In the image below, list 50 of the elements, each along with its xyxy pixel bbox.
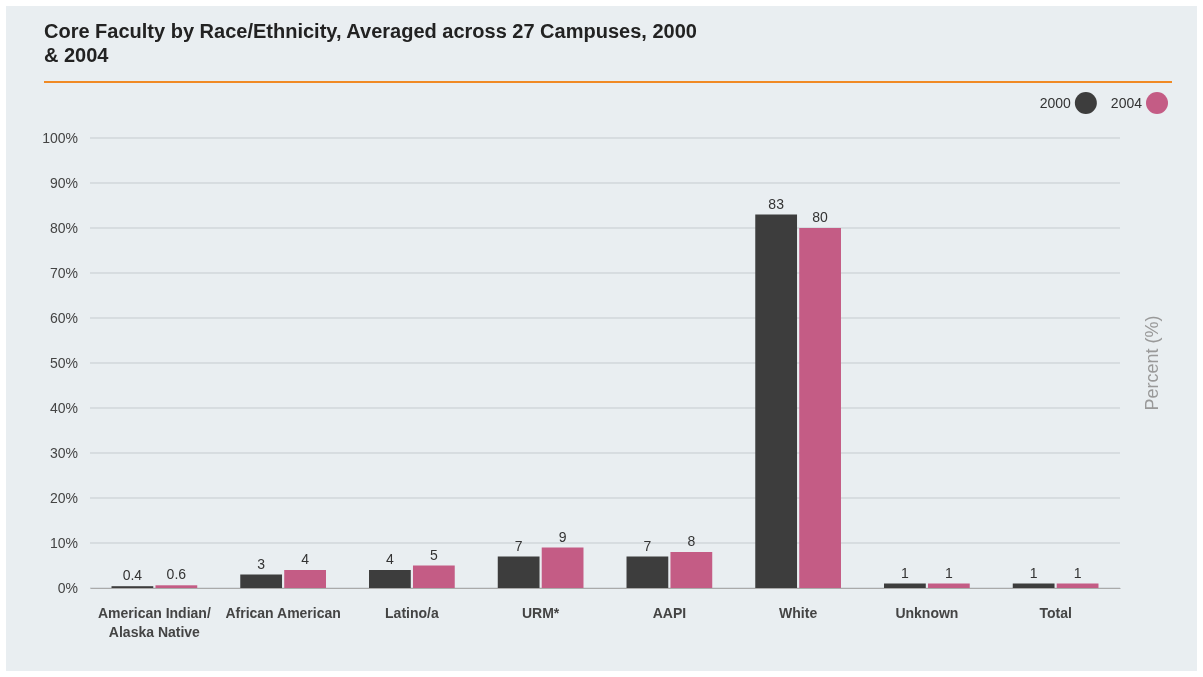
x-tick-label: URM* bbox=[521, 605, 560, 621]
legend-label: 2004 bbox=[1110, 95, 1143, 111]
data-label: 1 bbox=[900, 564, 909, 581]
data-label: 4 bbox=[385, 551, 394, 567]
data-label: 0.6 bbox=[166, 566, 187, 583]
data-label: 5 bbox=[429, 546, 438, 563]
data-label: 8 bbox=[687, 533, 696, 549]
y-tick-label: 0% bbox=[57, 579, 78, 596]
data-label: 0.4 bbox=[122, 567, 143, 584]
x-tick-label: Unknown bbox=[895, 605, 959, 621]
y-tick-label: 80% bbox=[49, 219, 78, 236]
data-label: 7 bbox=[514, 537, 523, 554]
x-tick-label: African American bbox=[225, 605, 341, 621]
y-tick-label: 50% bbox=[49, 354, 78, 371]
y-tick-label: 40% bbox=[49, 399, 78, 416]
bar bbox=[412, 565, 455, 588]
y-axis-title: Percent (%) bbox=[1142, 315, 1162, 411]
data-label: 1 bbox=[944, 564, 953, 581]
bar bbox=[240, 574, 283, 588]
data-label: 1 bbox=[1073, 564, 1082, 581]
data-label: 1 bbox=[1029, 564, 1038, 581]
y-tick-label: 30% bbox=[49, 444, 78, 461]
data-label: 7 bbox=[643, 537, 652, 554]
bar bbox=[755, 214, 798, 588]
bar bbox=[541, 547, 584, 588]
data-label: 4 bbox=[301, 551, 310, 567]
y-tick-label: 70% bbox=[49, 264, 78, 281]
bar bbox=[670, 552, 713, 588]
chart-title: Core Faculty by Race/Ethnicity, Averaged across 27 Campuses, 2000 & 2004 bbox=[44, 20, 697, 66]
x-tick-label: Total bbox=[1039, 605, 1072, 621]
bar bbox=[626, 556, 669, 588]
x-tick-label: American Indian/ Alaska Native bbox=[97, 605, 211, 640]
bar bbox=[155, 585, 198, 588]
data-label: 3 bbox=[257, 555, 266, 572]
x-tick-label: AAPI bbox=[652, 605, 687, 621]
x-tick-label: Latino/a bbox=[385, 605, 439, 621]
data-label: 83 bbox=[768, 195, 785, 212]
bar bbox=[369, 570, 411, 588]
x-tick-label: White bbox=[779, 605, 818, 621]
y-tick-label: 60% bbox=[49, 309, 78, 326]
legend-label: 2000 bbox=[1039, 95, 1072, 111]
y-tick-label: 10% bbox=[49, 534, 78, 551]
bar bbox=[497, 556, 540, 588]
y-tick-label: 20% bbox=[49, 489, 78, 506]
data-label: 80 bbox=[812, 209, 829, 225]
data-label: 9 bbox=[558, 528, 567, 545]
bar bbox=[799, 228, 841, 588]
bar bbox=[284, 570, 326, 588]
y-tick-label: 100% bbox=[42, 129, 78, 146]
y-tick-label: 90% bbox=[49, 174, 78, 191]
